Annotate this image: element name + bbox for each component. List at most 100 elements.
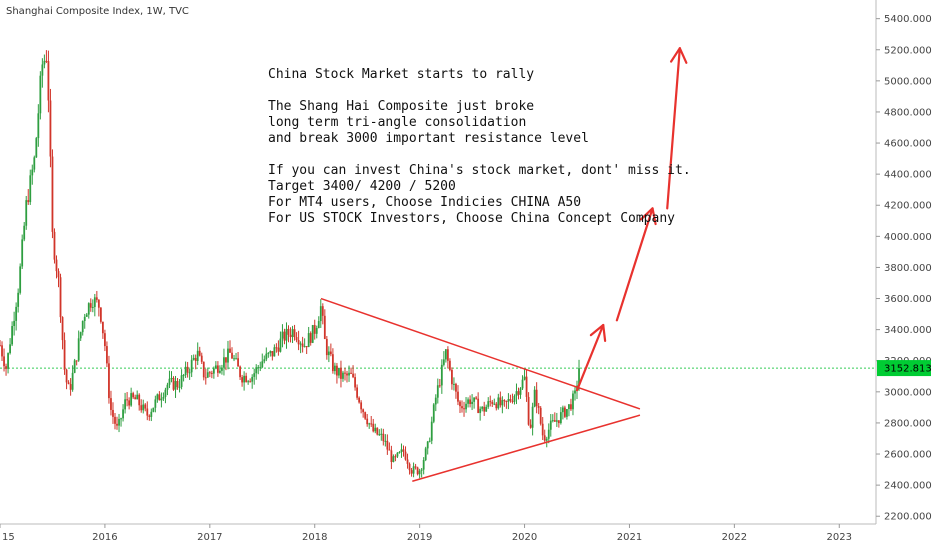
candle-body: [317, 321, 320, 329]
candle-body: [221, 367, 223, 371]
candle-body: [263, 359, 266, 362]
candle-body: [247, 381, 250, 383]
candle-body: [1, 345, 3, 357]
candle-body: [196, 350, 199, 361]
candle-body: [301, 343, 304, 347]
candle-body: [19, 266, 22, 293]
candle-body: [467, 399, 469, 404]
candle-body: [15, 306, 18, 321]
candle-body: [446, 349, 449, 361]
x-axis[interactable]: 15 2016 2017 2018 2019 2020 2021 2022 2023: [0, 524, 852, 543]
candle-body: [25, 200, 28, 226]
candle-body: [87, 303, 90, 315]
candle-body: [543, 435, 546, 441]
candle-body: [370, 423, 373, 425]
candle-body: [436, 385, 439, 398]
candle-body: [156, 394, 159, 400]
candle-body: [216, 365, 219, 373]
candle-body: [428, 440, 431, 442]
candle-body: [91, 306, 94, 308]
candle-body: [279, 338, 282, 352]
candle-body: [81, 320, 84, 333]
y-tick-label: 2800.000: [884, 418, 932, 429]
candle-body: [382, 433, 385, 442]
candle-body: [455, 383, 457, 392]
candle-body: [204, 377, 207, 379]
candle-body: [188, 372, 191, 374]
target-arrow-2[interactable]: [615, 207, 657, 322]
x-tick-label: 2018: [302, 532, 327, 543]
candle-body: [160, 398, 163, 401]
y-tick-label: 4400.000: [884, 170, 932, 181]
candle-body: [162, 396, 165, 399]
candle-body: [465, 403, 467, 410]
candle-body: [93, 297, 96, 307]
candle-body: [79, 332, 82, 339]
candle-body: [541, 423, 544, 436]
x-tick-label: 2021: [617, 532, 642, 543]
candle-body: [259, 367, 262, 369]
candle-body: [144, 404, 147, 409]
candle-body: [342, 372, 344, 379]
candle-body: [9, 344, 11, 354]
candle-body: [110, 398, 112, 410]
candle-body: [186, 366, 189, 373]
arrow-shaft: [666, 47, 681, 210]
candle-body: [285, 328, 288, 341]
target-arrow-1[interactable]: [575, 323, 607, 392]
triangle-lower-line[interactable]: [412, 414, 641, 482]
candle-body: [503, 400, 506, 402]
candle-body: [396, 452, 399, 457]
candle-body: [106, 346, 108, 364]
candle-body: [406, 459, 409, 464]
candle-body: [557, 420, 560, 424]
candle-body: [71, 372, 74, 390]
annotation-line: If you can invest China's stock market, …: [268, 163, 691, 178]
candle-body: [323, 315, 326, 339]
candle-body: [245, 375, 248, 382]
candle-body: [475, 397, 478, 399]
candle-body: [495, 403, 498, 409]
candle-body: [45, 60, 48, 62]
candle-body: [402, 449, 405, 452]
y-axis[interactable]: 2200.000 2400.000 2600.000 2800.000 3000.000…: [876, 14, 932, 523]
candle-body: [178, 386, 181, 388]
candle-body: [231, 352, 233, 359]
candle-body: [0, 345, 1, 347]
candle-body: [551, 420, 554, 422]
candle-body: [112, 409, 114, 417]
candle-body: [289, 334, 292, 338]
candle-body: [23, 225, 26, 240]
y-tick-label: 4600.000: [884, 139, 932, 150]
candle-body: [7, 353, 9, 369]
candle-body: [487, 401, 490, 407]
candle-body: [319, 306, 322, 322]
candle-body: [237, 358, 239, 367]
candle-body: [200, 355, 203, 362]
candle-body: [61, 317, 64, 341]
target-arrow-3[interactable]: [666, 47, 688, 210]
candle-body: [235, 358, 237, 360]
candle-body: [372, 423, 375, 432]
y-tick-label: 5200.000: [884, 45, 932, 56]
candle-body: [493, 403, 496, 405]
candle-body: [358, 397, 361, 403]
candle-body: [168, 378, 171, 385]
candle-body: [5, 366, 7, 369]
candle-body: [152, 407, 155, 412]
candle-body: [51, 156, 54, 232]
candle-body: [206, 372, 209, 378]
candle-body: [386, 440, 389, 450]
candle-body: [251, 376, 254, 382]
triangle-upper-line[interactable]: [320, 297, 641, 410]
candle-body: [517, 391, 520, 395]
candle-body: [511, 400, 514, 402]
candle-body: [390, 450, 393, 462]
target-arrows: [575, 47, 688, 392]
candle-body: [49, 100, 52, 157]
candle-body: [327, 351, 330, 356]
candle-body: [257, 367, 260, 369]
candle-body: [432, 404, 435, 422]
arrow-head: [669, 47, 688, 64]
candle-body: [392, 456, 395, 462]
